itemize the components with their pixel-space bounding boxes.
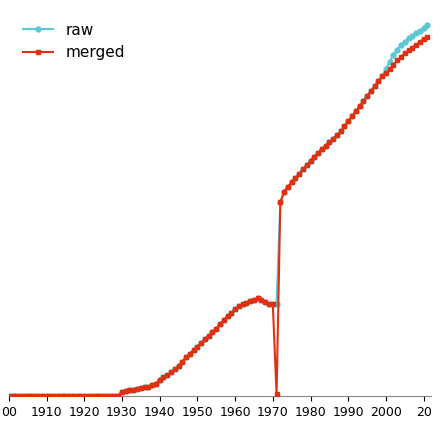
raw: [289, 180, 294, 185]
raw: [153, 381, 158, 386]
merged: [240, 301, 245, 307]
merged: [6, 393, 11, 398]
raw: [425, 22, 430, 28]
raw: [240, 301, 245, 307]
Line: merged: merged: [6, 35, 430, 398]
merged: [330, 136, 336, 141]
raw: [308, 158, 313, 163]
Line: raw: raw: [6, 23, 430, 398]
merged: [425, 35, 430, 40]
merged: [153, 381, 158, 386]
raw: [410, 33, 415, 39]
merged: [289, 180, 294, 185]
merged: [308, 158, 313, 163]
Legend: raw, merged: raw, merged: [16, 16, 131, 66]
raw: [6, 393, 11, 398]
merged: [410, 45, 415, 50]
raw: [330, 136, 336, 141]
